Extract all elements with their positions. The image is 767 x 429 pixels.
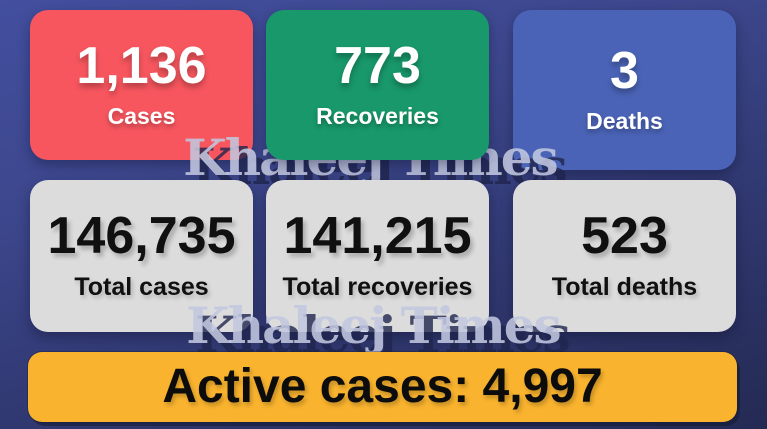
recoveries-label: Recoveries: [316, 103, 439, 129]
total-cases-value: 146,735: [47, 207, 236, 265]
active-cases-banner: Active cases: 4,997: [28, 352, 737, 422]
stat-card-recoveries: 773 Recoveries: [266, 10, 489, 160]
cases-label: Cases: [107, 103, 176, 129]
active-cases-text: Active cases: 4,997: [162, 360, 603, 413]
total-recoveries-label: Total recoveries: [282, 273, 473, 301]
stat-card-cases: 1,136 Cases: [30, 10, 253, 160]
total-deaths-value: 523: [581, 207, 668, 265]
stat-card-deaths: 3 Deaths: [513, 10, 736, 170]
total-deaths-label: Total deaths: [551, 273, 698, 301]
total-recoveries-value: 141,215: [283, 207, 472, 265]
khaleej-times-watermark-lower: Khaleej Times: [186, 296, 561, 355]
total-cases-label: Total cases: [74, 273, 209, 301]
stat-card-total-cases: 146,735 Total cases: [30, 180, 253, 332]
cases-value: 1,136: [76, 37, 207, 95]
stat-card-total-deaths: 523 Total deaths: [513, 180, 736, 332]
recoveries-value: 773: [334, 37, 421, 95]
deaths-value: 3: [610, 42, 639, 100]
deaths-label: Deaths: [586, 108, 663, 134]
stat-card-total-recoveries: 141,215 Total recoveries: [266, 180, 489, 332]
